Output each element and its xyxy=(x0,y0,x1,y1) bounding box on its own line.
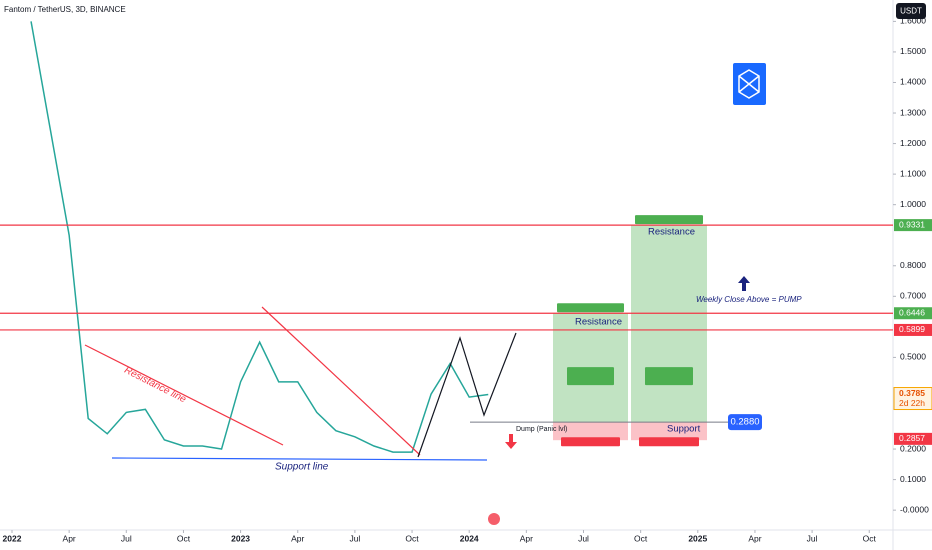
annotation: Resistance xyxy=(575,317,622,328)
up-arrow xyxy=(738,276,750,291)
current-price-tag xyxy=(893,387,932,411)
x-tick-label: 2023 xyxy=(231,533,250,543)
x-tick-label: Jul xyxy=(807,533,818,543)
stop-label xyxy=(639,437,699,447)
resistance-trendline xyxy=(84,344,284,446)
x-tick-label: Jul xyxy=(349,533,360,543)
x-tick-label: Apr xyxy=(520,533,533,543)
entry-tag-label: 0.2880 xyxy=(730,417,759,428)
y-tick-label: 1.5000 xyxy=(900,46,926,56)
annotation: Dump (Panic lvl) xyxy=(516,426,567,433)
entry-label xyxy=(567,367,614,386)
resistance-trendline xyxy=(261,306,421,456)
y-tick-label: 0.8000 xyxy=(900,260,926,270)
y-tick-label: 1.4000 xyxy=(900,77,926,87)
y-tick-label: 0.2000 xyxy=(900,443,926,453)
fantom-logo-mark xyxy=(738,69,760,99)
price-tag xyxy=(894,307,932,320)
entry-tag xyxy=(728,414,762,431)
x-tick-label: Oct xyxy=(177,533,191,543)
entry-label xyxy=(645,367,693,386)
annotation: Support xyxy=(667,424,701,435)
low-price-tag xyxy=(894,432,932,445)
event-icon[interactable] xyxy=(488,513,500,525)
low-price-label: 0.2857 xyxy=(899,433,925,443)
annotation: Support line xyxy=(275,462,329,473)
x-tick-label: Oct xyxy=(634,533,648,543)
loss-zone xyxy=(553,422,628,441)
target-label xyxy=(557,303,624,313)
price-tag-label: 0.5899 xyxy=(899,324,925,334)
target-label xyxy=(635,215,703,225)
currency-label[interactable]: USDT xyxy=(900,7,922,16)
price-tag-label: 0.6446 xyxy=(899,307,925,317)
support-trendline xyxy=(111,457,488,461)
annotation: Resistance xyxy=(648,227,695,238)
x-tick-label: 2022 xyxy=(3,533,22,543)
y-tick-label: 1.2000 xyxy=(900,138,926,148)
x-tick-label: Apr xyxy=(291,533,304,543)
x-tick-label: Jul xyxy=(121,533,132,543)
price-tag xyxy=(894,219,932,232)
x-tick-label: Oct xyxy=(863,533,877,543)
y-tick-label: 1.0000 xyxy=(900,199,926,209)
countdown-label: 2d 22h xyxy=(899,398,925,408)
current-price-label: 0.3785 xyxy=(899,388,925,398)
y-tick-label: 0.1000 xyxy=(900,474,926,484)
x-tick-label: 2025 xyxy=(688,533,707,543)
loss-zone xyxy=(631,422,707,441)
down-arrow xyxy=(505,434,517,449)
y-tick-label: 0.7000 xyxy=(900,291,926,301)
price-line xyxy=(30,21,489,453)
currency-button[interactable] xyxy=(896,3,926,19)
annotation: Weekly Close Above = PUMP xyxy=(696,295,802,304)
y-tick-label: 1.6000 xyxy=(900,16,926,26)
x-tick-label: Apr xyxy=(748,533,761,543)
x-tick-label: Jul xyxy=(578,533,589,543)
stop-label xyxy=(561,437,620,447)
y-tick-label: 1.3000 xyxy=(900,107,926,117)
x-tick-label: Oct xyxy=(405,533,419,543)
x-tick-label: Apr xyxy=(63,533,76,543)
projection-path xyxy=(417,332,517,458)
profit-zone xyxy=(631,225,707,423)
x-tick-label: 2024 xyxy=(460,533,479,543)
chart-title: Fantom / TetherUS, 3D, BINANCE xyxy=(4,5,126,14)
y-tick-label: -0.0000 xyxy=(900,504,929,514)
price-tag xyxy=(894,323,932,336)
price-tag-label: 0.9331 xyxy=(899,219,925,229)
y-tick-label: 0.5000 xyxy=(900,352,926,362)
y-tick-label: 1.1000 xyxy=(900,168,926,178)
